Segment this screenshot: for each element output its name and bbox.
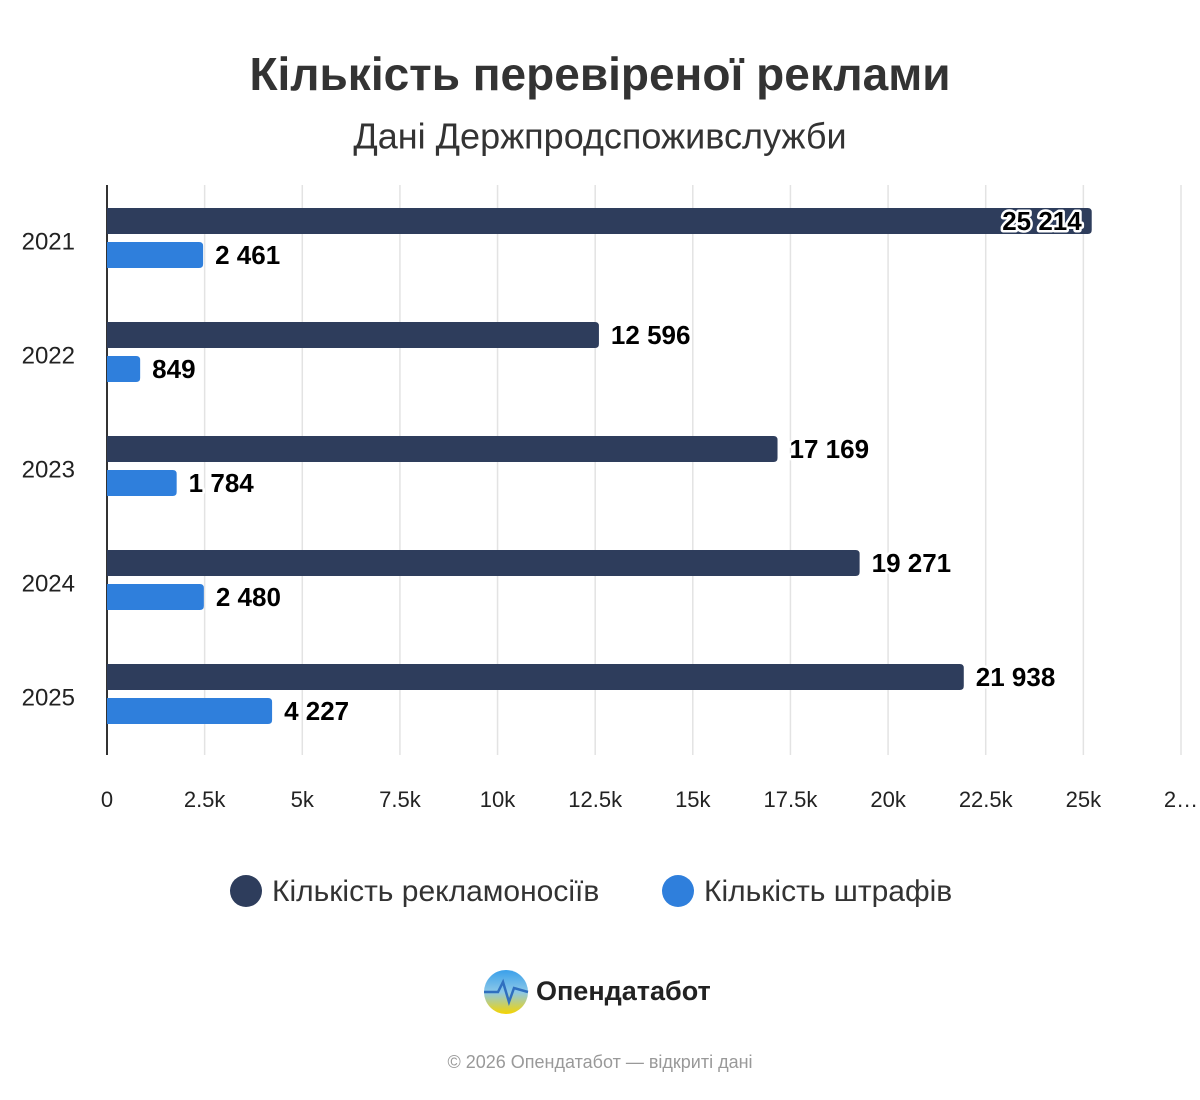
y-tick-label: 2023 (22, 456, 75, 483)
legend-label: Кількість штрафів (704, 875, 952, 908)
y-tick-label: 2022 (22, 342, 75, 369)
bar (107, 208, 1092, 234)
value-label: 1 784 (189, 468, 255, 498)
bar (107, 322, 599, 348)
value-label: 17 169 (790, 434, 870, 464)
legend-marker (662, 875, 694, 907)
value-label: 849 (152, 354, 195, 384)
bar (107, 356, 141, 382)
chart-title: Кількість перевіреної реклами (249, 48, 950, 100)
x-tick-label: 17.5k (764, 787, 819, 812)
value-label: 12 596 (611, 320, 691, 350)
bar (107, 470, 177, 496)
bar (107, 664, 964, 690)
value-label: 21 938 (976, 662, 1056, 692)
bar (107, 584, 204, 610)
value-label: 2 461 (215, 240, 280, 270)
x-tick-label: 15k (675, 787, 711, 812)
value-label: 4 227 (284, 696, 349, 726)
x-tick-label: 25k (1066, 787, 1102, 812)
value-label: 25 214 (1002, 206, 1082, 236)
x-tick-label: 22.5k (959, 787, 1014, 812)
footer: © 2026 Опендатабот — відкриті дані (447, 1052, 752, 1072)
value-label: 2 480 (216, 582, 281, 612)
y-tick-label: 2025 (22, 684, 75, 711)
x-tick-label: 5k (291, 787, 315, 812)
x-tick-label: 0 (101, 787, 113, 812)
value-label: 19 271 (872, 548, 952, 578)
bar (107, 436, 778, 462)
chart-subtitle: Дані Держпродспоживслужби (353, 116, 846, 157)
bar (107, 698, 273, 724)
legend-label: Кількість рекламоносіїв (272, 875, 599, 908)
logo-text: Опендатабот (536, 976, 711, 1006)
bar (107, 242, 204, 268)
y-tick-label: 2024 (22, 570, 75, 597)
x-tick-label: 7.5k (379, 787, 422, 812)
bar (107, 550, 860, 576)
x-tick-label: 12.5k (568, 787, 623, 812)
x-tick-label: 2.5k (184, 787, 227, 812)
logo: Опендатабот (484, 970, 711, 1014)
legend-marker (230, 875, 262, 907)
x-tick-label: 2… (1164, 787, 1198, 812)
y-tick-label: 2021 (22, 228, 75, 255)
x-tick-label: 10k (480, 787, 516, 812)
logo-pulse (484, 978, 529, 1007)
x-tick-label: 20k (870, 787, 906, 812)
